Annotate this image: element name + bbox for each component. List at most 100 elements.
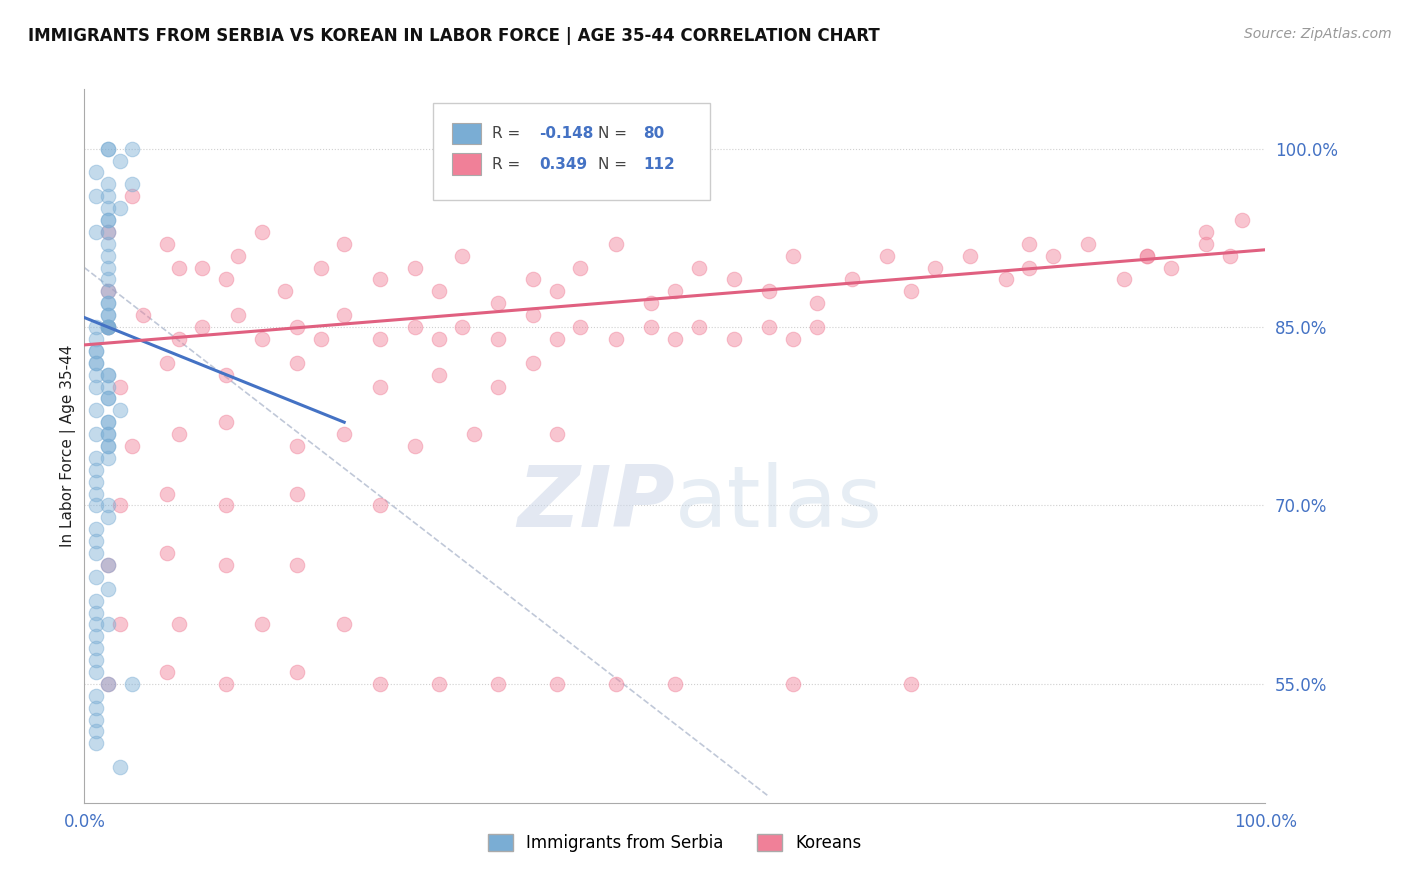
Point xyxy=(368,332,391,346)
Point xyxy=(97,558,120,572)
Point xyxy=(97,392,120,406)
Point xyxy=(108,201,131,215)
Point xyxy=(285,439,308,453)
Point xyxy=(84,629,107,643)
Point xyxy=(84,713,107,727)
Point xyxy=(486,677,509,691)
Point xyxy=(84,189,107,203)
Point xyxy=(84,689,107,703)
Point xyxy=(84,522,107,536)
Point xyxy=(97,308,120,322)
Point xyxy=(156,356,179,370)
Point xyxy=(522,272,544,286)
Point xyxy=(569,260,592,275)
Text: R =: R = xyxy=(492,157,524,171)
Point xyxy=(522,356,544,370)
Point xyxy=(546,677,568,691)
Point xyxy=(132,308,155,322)
Point xyxy=(640,320,662,334)
Point xyxy=(333,617,356,632)
Point xyxy=(108,760,131,774)
Text: 0.349: 0.349 xyxy=(538,157,588,171)
Point xyxy=(250,617,273,632)
Point xyxy=(427,368,450,382)
Point xyxy=(723,272,745,286)
Point xyxy=(640,296,662,310)
Point xyxy=(285,486,308,500)
Point xyxy=(97,142,120,156)
Point xyxy=(97,189,120,203)
Point xyxy=(605,677,627,691)
Point xyxy=(1195,236,1218,251)
Point xyxy=(427,285,450,299)
Point xyxy=(215,499,238,513)
Text: ZIP: ZIP xyxy=(517,461,675,545)
Point xyxy=(876,249,898,263)
Point xyxy=(84,403,107,417)
Point xyxy=(309,332,332,346)
Point xyxy=(215,415,238,429)
Point xyxy=(156,236,179,251)
Point xyxy=(84,665,107,679)
Point xyxy=(97,427,120,442)
Point xyxy=(84,475,107,489)
Point xyxy=(782,677,804,691)
Point xyxy=(108,499,131,513)
Point xyxy=(806,320,828,334)
Point xyxy=(522,308,544,322)
Point xyxy=(546,332,568,346)
Point xyxy=(97,582,120,596)
Point xyxy=(97,320,120,334)
Point xyxy=(121,189,143,203)
Point xyxy=(84,356,107,370)
Point xyxy=(900,677,922,691)
Point xyxy=(97,677,120,691)
Legend: Immigrants from Serbia, Koreans: Immigrants from Serbia, Koreans xyxy=(481,827,869,859)
Point xyxy=(84,546,107,560)
Point xyxy=(97,677,120,691)
Point xyxy=(1018,260,1040,275)
Point xyxy=(97,450,120,465)
Text: R =: R = xyxy=(492,126,524,141)
Point xyxy=(215,368,238,382)
Point xyxy=(688,320,710,334)
Point xyxy=(404,320,426,334)
Point xyxy=(97,439,120,453)
Point xyxy=(97,320,120,334)
Point xyxy=(84,593,107,607)
Point xyxy=(404,439,426,453)
Point xyxy=(97,439,120,453)
Point xyxy=(427,332,450,346)
Point xyxy=(664,332,686,346)
Point xyxy=(664,285,686,299)
Point xyxy=(97,392,120,406)
Point xyxy=(1136,249,1159,263)
Point xyxy=(84,499,107,513)
Point xyxy=(97,260,120,275)
Point xyxy=(1230,213,1253,227)
Point xyxy=(108,153,131,168)
Point xyxy=(97,320,120,334)
Text: N =: N = xyxy=(598,157,631,171)
Point xyxy=(97,368,120,382)
Point xyxy=(156,486,179,500)
Point xyxy=(97,213,120,227)
Point xyxy=(758,285,780,299)
Point xyxy=(1195,225,1218,239)
Point xyxy=(97,415,120,429)
Point xyxy=(97,308,120,322)
Point xyxy=(368,379,391,393)
Point xyxy=(782,332,804,346)
Point xyxy=(285,356,308,370)
Point xyxy=(84,641,107,656)
Point xyxy=(226,249,249,263)
Point xyxy=(97,415,120,429)
Text: atlas: atlas xyxy=(675,461,883,545)
Point xyxy=(121,178,143,192)
Point xyxy=(758,320,780,334)
Point xyxy=(84,343,107,358)
Point xyxy=(215,272,238,286)
Point xyxy=(84,450,107,465)
Point xyxy=(97,427,120,442)
Point xyxy=(97,272,120,286)
